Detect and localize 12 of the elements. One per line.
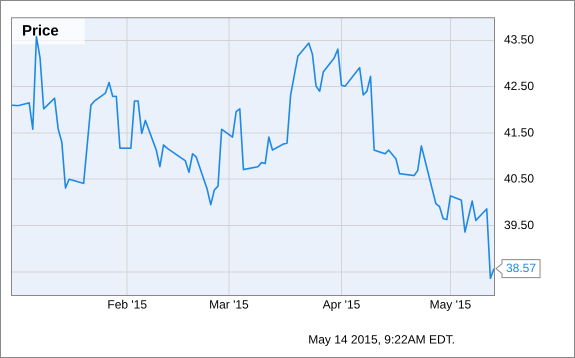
x-tick-label: Apr '15 xyxy=(322,298,361,312)
y-tick-label: 42.50 xyxy=(504,78,534,93)
y-tick-label: 40.50 xyxy=(504,172,534,186)
y-tick-label: 43.50 xyxy=(504,32,534,47)
chart-title: Price xyxy=(22,22,59,40)
x-tick-label: Feb '15 xyxy=(107,298,148,312)
text: May 14 2015, 9:22AM EDT. xyxy=(308,332,455,346)
x-tick-label: Mar '15 xyxy=(209,298,250,312)
x-tick-label: May '15 xyxy=(430,298,472,312)
y-tick-label: 41.50 xyxy=(504,125,534,140)
y-tick-label: 39.50 xyxy=(504,218,534,232)
data-label: 38.57 xyxy=(506,260,536,275)
